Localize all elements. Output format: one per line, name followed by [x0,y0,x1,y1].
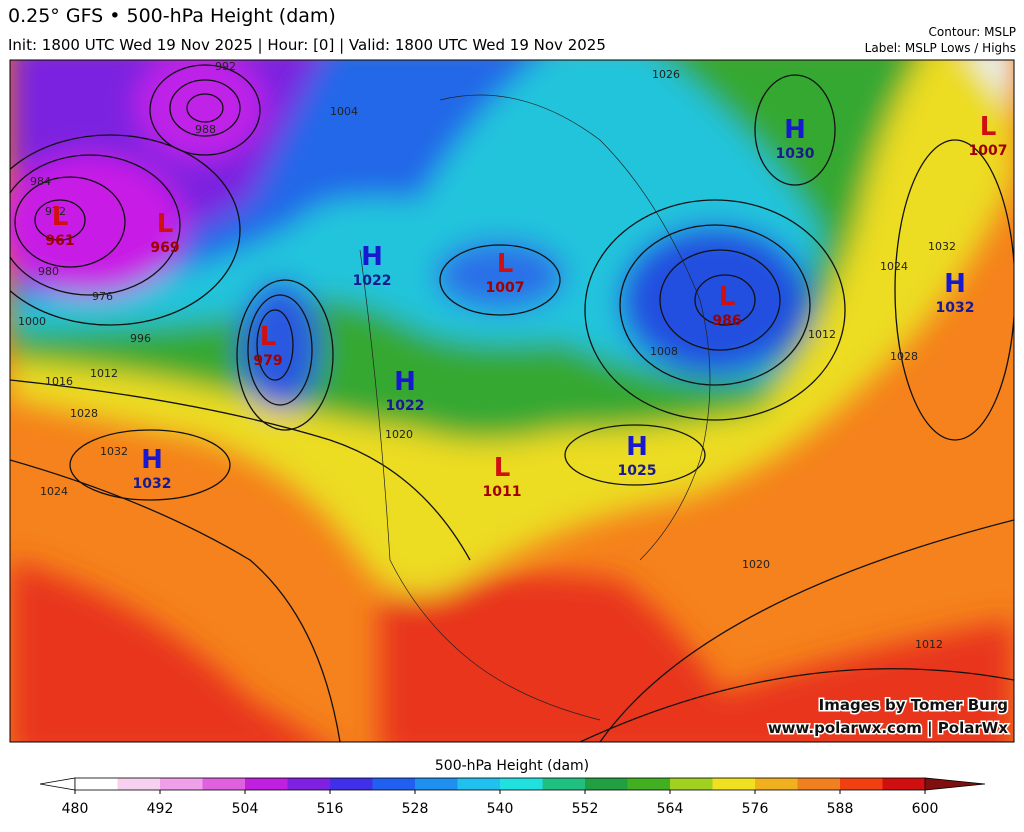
contour-label: 1028 [70,407,98,420]
label-note: Label: MSLP Lows / Highs [865,41,1016,55]
center-value: 1022 [386,398,425,414]
colorbar-segment [797,778,841,790]
colorbar-tick-label: 564 [657,801,684,817]
contour-label: 1000 [18,315,46,328]
contour-label: 1032 [928,240,956,253]
contour-label: 1028 [890,350,918,363]
contour-label: 992 [215,60,236,73]
colorbar-tick-label: 516 [317,801,344,817]
center-value: 1022 [353,273,392,289]
contour-label: 1016 [45,375,73,388]
colorbar-segment [75,778,118,790]
center-value: 1030 [776,146,815,162]
center-letter: H [394,367,416,397]
contour-label: 1032 [100,445,128,458]
contour-label: 1024 [880,260,908,273]
credit: Images by Tomer Burg [819,696,1008,714]
colorbar-tick-label: 504 [232,801,259,817]
contour-label: 1012 [915,638,943,651]
contour-label: 996 [130,332,151,345]
colorbar-title: 500-hPa Height (dam) [435,758,589,774]
center-letter: L [260,322,277,352]
contour-label: 1020 [385,428,413,441]
colorbar-segment [287,778,331,790]
colorbar-tick-label: 528 [402,801,429,817]
colorbar: 480 492 504 516 528 540 552 564 576 588 600 [39,777,986,817]
colorbar-segment [840,778,883,790]
contour-label: 1020 [742,558,770,571]
center-letter: L [494,453,511,483]
contour-label: 980 [38,265,59,278]
colorbar-segment [415,778,458,790]
center-value: 1025 [618,463,657,479]
center-value: 961 [45,233,74,249]
colorbar-segment [245,778,288,790]
colorbar-segment [117,778,161,790]
center-value: 1007 [969,143,1008,159]
colorbar-tick-label: 600 [912,801,939,817]
colorbar-segment [500,778,543,790]
colorbar-segment [627,778,671,790]
colorbar-segment [712,778,756,790]
colorbar-segment [330,778,373,790]
colorbar-tick-label: 480 [62,801,89,817]
center-value: 986 [712,313,741,329]
colorbar-extend-low [39,777,76,791]
colorbar-segment [670,778,713,790]
subtitle: Init: 1800 UTC Wed 19 Nov 2025 | Hour: [… [8,36,606,54]
colorbar-segment [542,778,586,790]
contour-label: 976 [92,290,113,303]
colorbar-segment [882,778,926,790]
center-value: 1032 [936,300,975,316]
center-letter: H [626,432,648,462]
center-letter: L [52,202,69,232]
center-letter: H [944,269,966,299]
colorbar-segment [585,778,628,790]
colorbar-tick-label: 540 [487,801,514,817]
center-letter: L [719,282,736,312]
credit: www.polarwx.com | PolarWx [768,719,1009,738]
colorbar-tick-label: 552 [572,801,599,817]
center-value: 1011 [483,484,522,500]
map-frame [9,59,1015,743]
contour-note: Contour: MSLP [929,25,1016,39]
center-letter: H [784,115,806,145]
title: 0.25° GFS • 500-hPa Height (dam) [8,5,336,27]
center-letter: L [157,209,174,239]
center-letter: H [141,445,163,475]
colorbar-extend-high [924,777,986,791]
contour-label: 1024 [40,485,68,498]
contour-label: 1026 [652,68,680,81]
colorbar-tick-label: 588 [827,801,854,817]
colorbar-tick-label: 576 [742,801,769,817]
center-value: 969 [150,240,179,256]
center-letter: H [361,242,383,272]
contour-label: 1012 [90,367,118,380]
center-letter: L [497,249,514,279]
contour-label: 1008 [650,345,678,358]
colorbar-segment [457,778,501,790]
contour-label: 988 [195,123,216,136]
center-value: 979 [253,353,282,369]
contour-label: 984 [30,175,51,188]
center-letter: L [980,112,997,142]
contour-label: 1012 [808,328,836,341]
center-value: 1007 [486,280,525,296]
colorbar-tick-label: 492 [147,801,174,817]
colorbar-segment [160,778,203,790]
colorbar-segment [202,778,246,790]
colorbar-segment [755,778,798,790]
center-value: 1032 [133,476,172,492]
colorbar-segment [372,778,416,790]
contour-label: 972 [45,205,66,218]
map: 992 988 984 980 976 972 1000 996 1004 10… [10,60,1014,742]
contour-label: 1004 [330,105,358,118]
